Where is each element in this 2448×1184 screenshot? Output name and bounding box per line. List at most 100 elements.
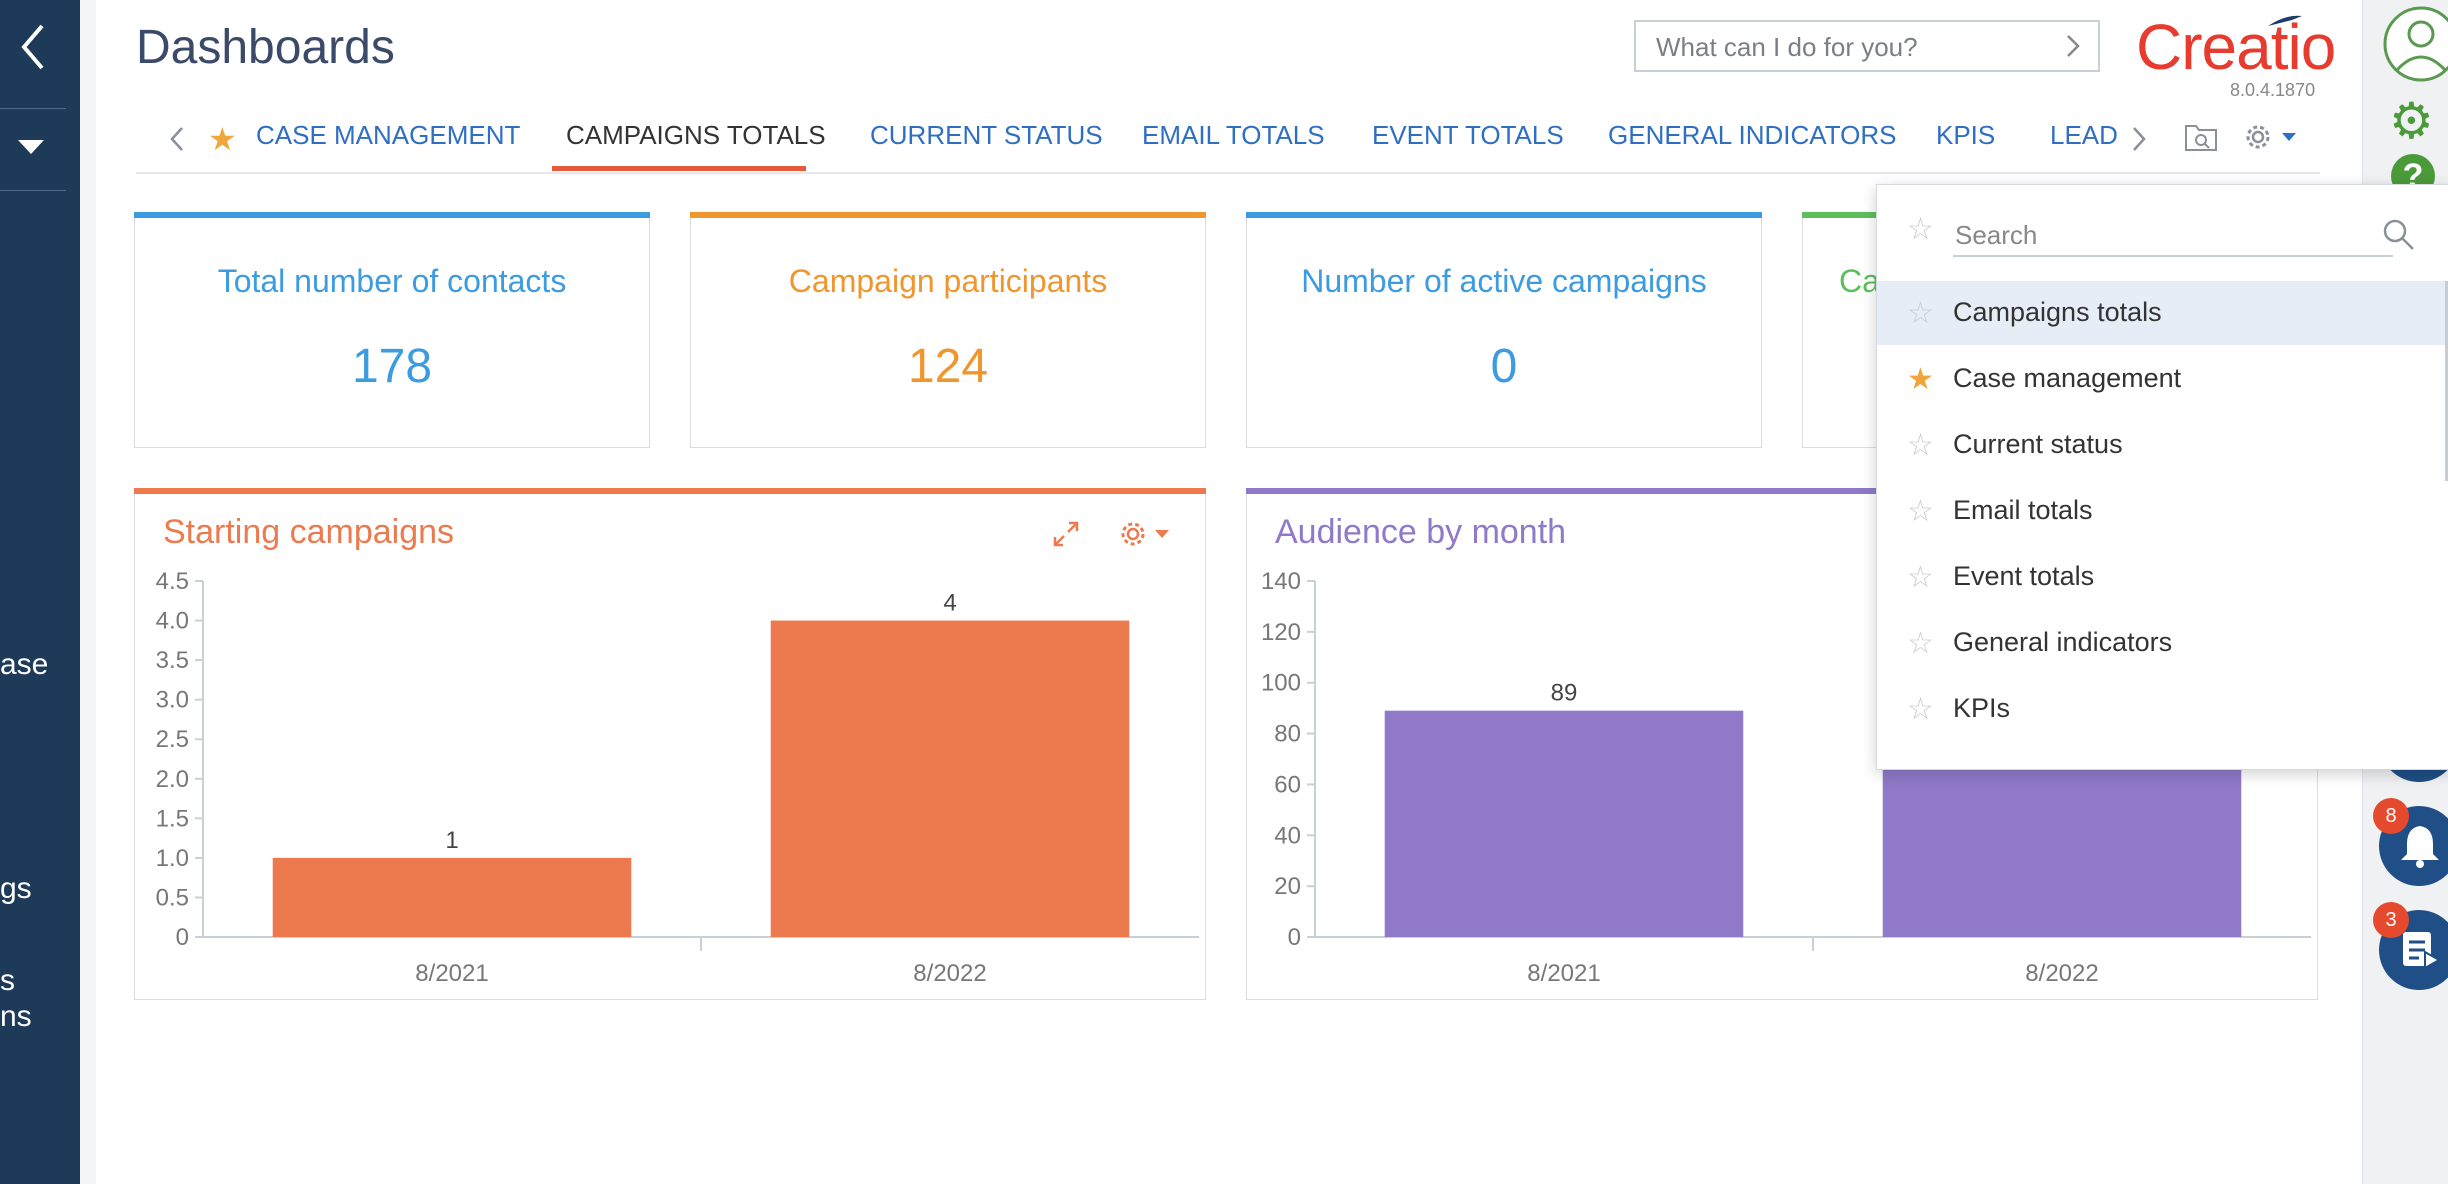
tab-current-status[interactable]: CURRENT STATUS <box>870 120 1103 150</box>
y-tick-label: 60 <box>1274 771 1301 798</box>
y-tick-label: 1.0 <box>156 845 189 872</box>
card-accent-bar <box>134 488 1206 494</box>
y-tick-label: 4.5 <box>156 568 189 595</box>
search-icon[interactable] <box>2381 217 2417 258</box>
star-icon[interactable]: ☆ <box>1907 693 1934 726</box>
version-label: 8.0.4.1870 <box>2230 80 2316 100</box>
x-tick-label: 8/2021 <box>1527 960 1600 987</box>
bar[interactable] <box>272 857 632 937</box>
x-tick-label: 8/2022 <box>2025 960 2098 987</box>
bell-icon <box>2399 822 2441 873</box>
star-icon: ☆ <box>1907 213 1934 246</box>
chart-title: Starting campaigns <box>163 513 455 551</box>
dashboard-search-input[interactable] <box>1953 215 2393 257</box>
stat-value: 0 <box>1490 340 1518 393</box>
dashboard-tabs: ★ CASE MANAGEMENT CAMPAIGNS TOTALS CURRE… <box>136 112 2320 174</box>
y-tick-label: 80 <box>1274 721 1301 748</box>
data-label: 89 <box>1551 680 1578 707</box>
sidebar-item-label[interactable]: gs <box>0 872 32 905</box>
dropdown-item[interactable]: ☆ Current status <box>1877 413 2448 477</box>
y-tick-label: 120 <box>1261 619 1301 646</box>
star-icon[interactable]: ☆ <box>1907 429 1934 462</box>
y-tick-label: 0 <box>1288 924 1301 951</box>
logo[interactable]: Creatio <box>2136 11 2336 83</box>
logo-swoosh-icon <box>2268 14 2304 33</box>
command-line[interactable] <box>1634 20 2100 72</box>
gear-icon[interactable] <box>2242 120 2302 159</box>
bar[interactable] <box>1384 710 1744 937</box>
star-icon[interactable]: ☆ <box>1907 297 1934 330</box>
dropdown-item-label: Campaigns totals <box>1953 297 2162 327</box>
star-icon[interactable]: ☆ <box>1907 495 1934 528</box>
sidebar-gutter <box>80 0 96 1184</box>
y-tick-label: 40 <box>1274 822 1301 849</box>
dropdown-item[interactable]: ★ Case management <box>1877 347 2448 411</box>
stat-label: Ca <box>1839 263 1880 299</box>
stat-card-active-campaigns[interactable]: Number of active campaigns 0 <box>1246 212 1762 448</box>
y-tick-label: 4.0 <box>156 608 189 635</box>
y-tick-label: 140 <box>1261 568 1301 595</box>
chevron-left-icon[interactable] <box>170 126 184 157</box>
settings-gear-icon[interactable]: ⚙ <box>2389 93 2434 149</box>
feed-count-badge: 3 <box>2373 902 2409 938</box>
tab-email-totals[interactable]: EMAIL TOTALS <box>1142 120 1325 150</box>
active-tab-indicator <box>552 166 806 171</box>
user-icon[interactable] <box>2381 4 2448 89</box>
feed-icon <box>2401 930 2442 975</box>
y-tick-label: 3.5 <box>156 647 189 674</box>
bar[interactable] <box>770 620 1130 937</box>
stat-label: Number of active campaigns <box>1301 263 1707 299</box>
tab-campaigns-totals[interactable]: CAMPAIGNS TOTALS <box>566 120 826 150</box>
chevron-right-icon[interactable] <box>2066 34 2080 63</box>
divider <box>0 190 66 191</box>
back-arrow-icon[interactable] <box>14 22 54 72</box>
feed-button[interactable] <box>2379 910 2448 990</box>
tab-event-totals[interactable]: EVENT TOTALS <box>1372 120 1564 150</box>
star-icon[interactable]: ☆ <box>1907 627 1934 660</box>
stat-value: 178 <box>351 340 433 393</box>
y-tick-label: 0.5 <box>156 884 189 911</box>
scrollbar[interactable] <box>2445 281 2448 481</box>
sidebar-item-label[interactable]: s <box>0 964 15 997</box>
command-input[interactable] <box>1654 30 2058 64</box>
tab-lead[interactable]: LEAD <box>2050 120 2118 150</box>
sidebar-item-label[interactable]: ns <box>0 1000 32 1033</box>
dropdown-item-label: KPIs <box>1953 693 2011 723</box>
dropdown-item-label: Email totals <box>1953 495 2093 525</box>
sidebar-item-label[interactable]: ase <box>0 648 49 681</box>
star-icon[interactable]: ★ <box>1907 363 1934 396</box>
y-tick-label: 100 <box>1261 670 1301 697</box>
stat-card-campaign-participants[interactable]: Campaign participants 124 <box>690 212 1206 448</box>
dropdown-item[interactable]: ☆ Event totals <box>1877 545 2448 609</box>
tab-general-indicators[interactable]: GENERAL INDICATORS <box>1608 120 1897 150</box>
dropdown-item[interactable]: ☆ Email totals <box>1877 479 2448 543</box>
stat-label: Total number of contacts <box>217 263 567 299</box>
tab-case-management[interactable]: CASE MANAGEMENT <box>256 120 521 150</box>
left-panel: ase gs s ns <box>0 0 80 1184</box>
star-icon[interactable]: ☆ <box>1907 561 1934 594</box>
y-tick-label: 20 <box>1274 873 1301 900</box>
folder-search-icon[interactable] <box>2184 122 2218 157</box>
dropdown-item[interactable]: ☆ KPIs <box>1877 677 2448 741</box>
x-tick-label: 8/2022 <box>913 960 986 987</box>
dropdown-item[interactable]: ☆ General indicators <box>1877 611 2448 675</box>
y-tick-label: 1.5 <box>156 805 189 832</box>
notification-count-badge: 8 <box>2373 798 2409 834</box>
page-title: Dashboards <box>136 21 395 74</box>
dropdown-item-label: General indicators <box>1953 627 2173 657</box>
dropdown-item[interactable]: ☆ Campaigns totals <box>1877 281 2448 345</box>
dropdown-caret-icon[interactable] <box>18 140 44 161</box>
favorite-star-icon: ★ <box>208 121 237 157</box>
chart-card-starting-campaigns: Starting campaigns 0 0.5 1.0 1.5 2.0 2.5 3.0 3.… <box>134 488 1206 1000</box>
tab-kpis[interactable]: KPIS <box>1936 120 1996 150</box>
chevron-right-icon[interactable] <box>2132 126 2146 157</box>
card-accent-bar <box>134 212 650 218</box>
card-accent-bar <box>1246 488 2318 494</box>
stat-card-total-contacts[interactable]: Total number of contacts 178 <box>134 212 650 448</box>
y-tick-label: 2.5 <box>156 726 189 753</box>
divider <box>0 108 66 109</box>
bar-chart-starting-campaigns: 0 0.5 1.0 1.5 2.0 2.5 3.0 3.5 4.0 4.5 1 8/2021 4 8/20… <box>156 568 1199 987</box>
dropdown-item-label: Current status <box>1953 429 2123 459</box>
dashboard-select-dropdown: ☆ ☆ Campaigns totals ★ Case management ☆ Curr… <box>1876 184 2448 770</box>
y-tick-label: 3.0 <box>156 687 189 714</box>
